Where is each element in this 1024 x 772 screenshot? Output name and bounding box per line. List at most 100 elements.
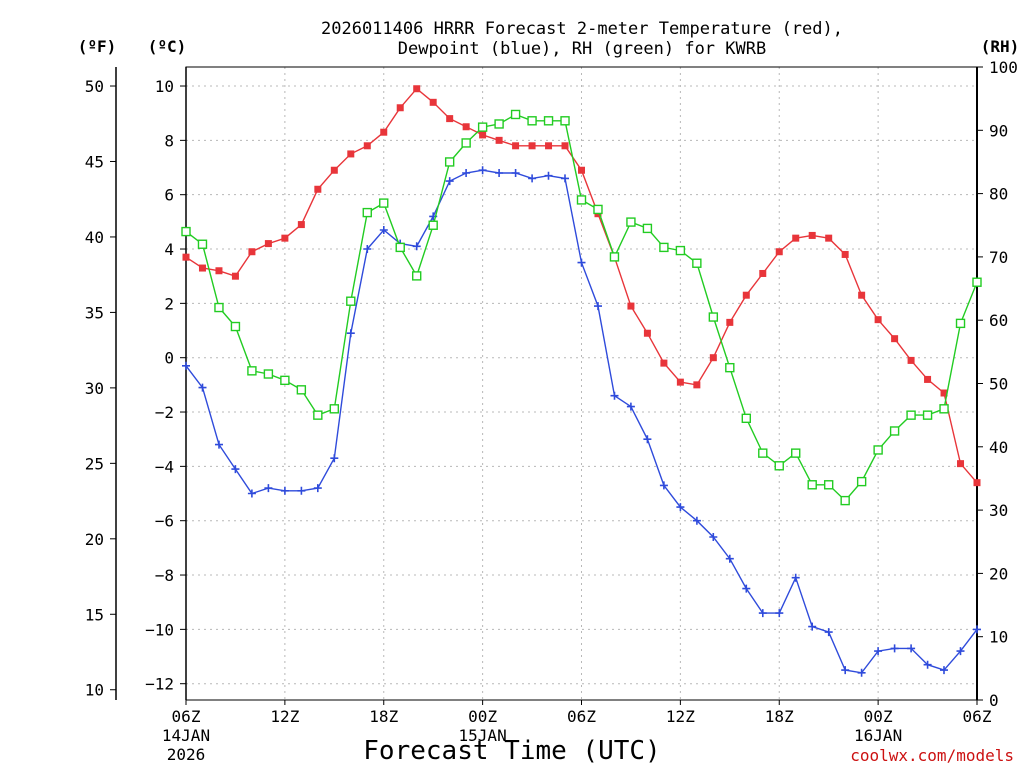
temperature-point (874, 316, 882, 324)
rh-tick-label: 70 (989, 248, 1008, 267)
dewpoint-point (676, 503, 685, 512)
dewpoint-point (758, 609, 767, 618)
rh-point (247, 366, 257, 376)
dewpoint-point (874, 647, 883, 656)
dewpoint-point (890, 644, 899, 653)
dewpoint-point (379, 226, 388, 234)
dewpoint-point (313, 484, 322, 493)
temperature-point (248, 248, 256, 256)
dewpoint-point (511, 169, 520, 177)
series-layer (181, 85, 982, 677)
celsius-tick-label: −12 (145, 675, 174, 694)
dewpoint-point (940, 666, 948, 675)
dewpoint-point (808, 622, 817, 631)
x-date-label: 14JAN (162, 726, 210, 745)
rh-point (626, 217, 636, 227)
dewpoint-point (544, 171, 553, 180)
rh-point (922, 410, 933, 420)
dewpoint-point (907, 644, 916, 653)
rh-tick-label: 30 (989, 501, 1008, 520)
temperature-point (446, 115, 454, 123)
dewpoint-point (725, 554, 734, 563)
rh-point (510, 109, 521, 120)
temperature-point (297, 221, 305, 229)
dewpoint-point (280, 486, 289, 495)
dewpoint-point (594, 302, 602, 311)
temperature-point (347, 150, 355, 158)
temperature-point (264, 240, 272, 248)
rh-point (675, 245, 686, 256)
dewpoint-point (528, 174, 537, 183)
temperature-point (528, 142, 536, 150)
temperature-point (957, 460, 965, 468)
dewpoint-point (330, 454, 339, 463)
temperature-point (545, 142, 553, 150)
celsius-tick-label: 6 (164, 186, 174, 205)
rh-point (856, 476, 867, 487)
temperature-point (413, 85, 421, 93)
celsius-tick-label: −2 (155, 403, 174, 422)
fahrenheit-tick-label: 40 (85, 228, 104, 247)
dewpoint-point (709, 533, 718, 541)
rh-point (906, 410, 916, 420)
celsius-tick-label: −4 (155, 457, 174, 476)
rh-point (230, 321, 241, 332)
rh-point (494, 119, 504, 129)
temperature-point (627, 302, 635, 310)
chart-title-line-2: Dewpoint (blue), RH (green) for KWRB (398, 39, 766, 59)
fahrenheit-unit-label: (ºF) (78, 37, 117, 56)
dewpoint-point (626, 402, 635, 411)
rh-point (444, 157, 455, 167)
celsius-tick-label: 0 (164, 349, 174, 368)
grid-layer (186, 67, 977, 700)
celsius-tick-label: −8 (155, 566, 174, 585)
rh-point (214, 302, 224, 313)
dewpoint-point (462, 169, 471, 177)
x-tick-label: 18Z (369, 707, 398, 726)
temperature-point (676, 378, 684, 386)
dewpoint-point (363, 245, 372, 253)
rh-point (329, 404, 340, 414)
dewpoint-point (264, 484, 273, 493)
temperature-point (742, 291, 750, 299)
rh-series (181, 109, 982, 506)
rh-point (593, 204, 603, 215)
x-tick-label: 12Z (270, 707, 299, 726)
rh-point (889, 426, 900, 436)
dewpoint-point (478, 166, 487, 175)
x-year-label: 2026 (167, 745, 206, 764)
temperature-point (215, 267, 223, 275)
dewpoint-point (215, 440, 223, 449)
chart-title-line-1: 2026011406 HRRR Forecast 2-meter Tempera… (321, 19, 843, 39)
rh-point (263, 369, 274, 379)
rh-point (807, 480, 817, 490)
fahrenheit-tick-label: 45 (85, 152, 104, 171)
dewpoint-point (824, 628, 833, 637)
temperature-point (924, 375, 932, 383)
dewpoint-point (742, 584, 751, 593)
temperature-point (462, 123, 470, 131)
temperature-point (973, 479, 981, 487)
rh-tick-label: 60 (989, 311, 1008, 330)
dewpoint-point (659, 481, 668, 490)
rh-point (840, 495, 850, 506)
dewpoint-point (692, 516, 701, 525)
rh-point (576, 195, 587, 205)
rh-point (609, 252, 620, 262)
temperature-point (330, 166, 338, 174)
temperature-point (693, 381, 701, 389)
rh-tick-label: 40 (989, 438, 1008, 457)
rh-point (313, 410, 323, 420)
dewpoint-point (297, 486, 306, 495)
rh-point (955, 318, 966, 329)
fahrenheit-tick-label: 35 (85, 303, 104, 322)
rh-point (477, 122, 488, 132)
x-tick-label: 06Z (172, 707, 201, 726)
x-tick-label: 00Z (864, 707, 893, 726)
rh-point (280, 375, 290, 386)
dewpoint-point (247, 489, 256, 498)
temperature-point (891, 335, 899, 343)
